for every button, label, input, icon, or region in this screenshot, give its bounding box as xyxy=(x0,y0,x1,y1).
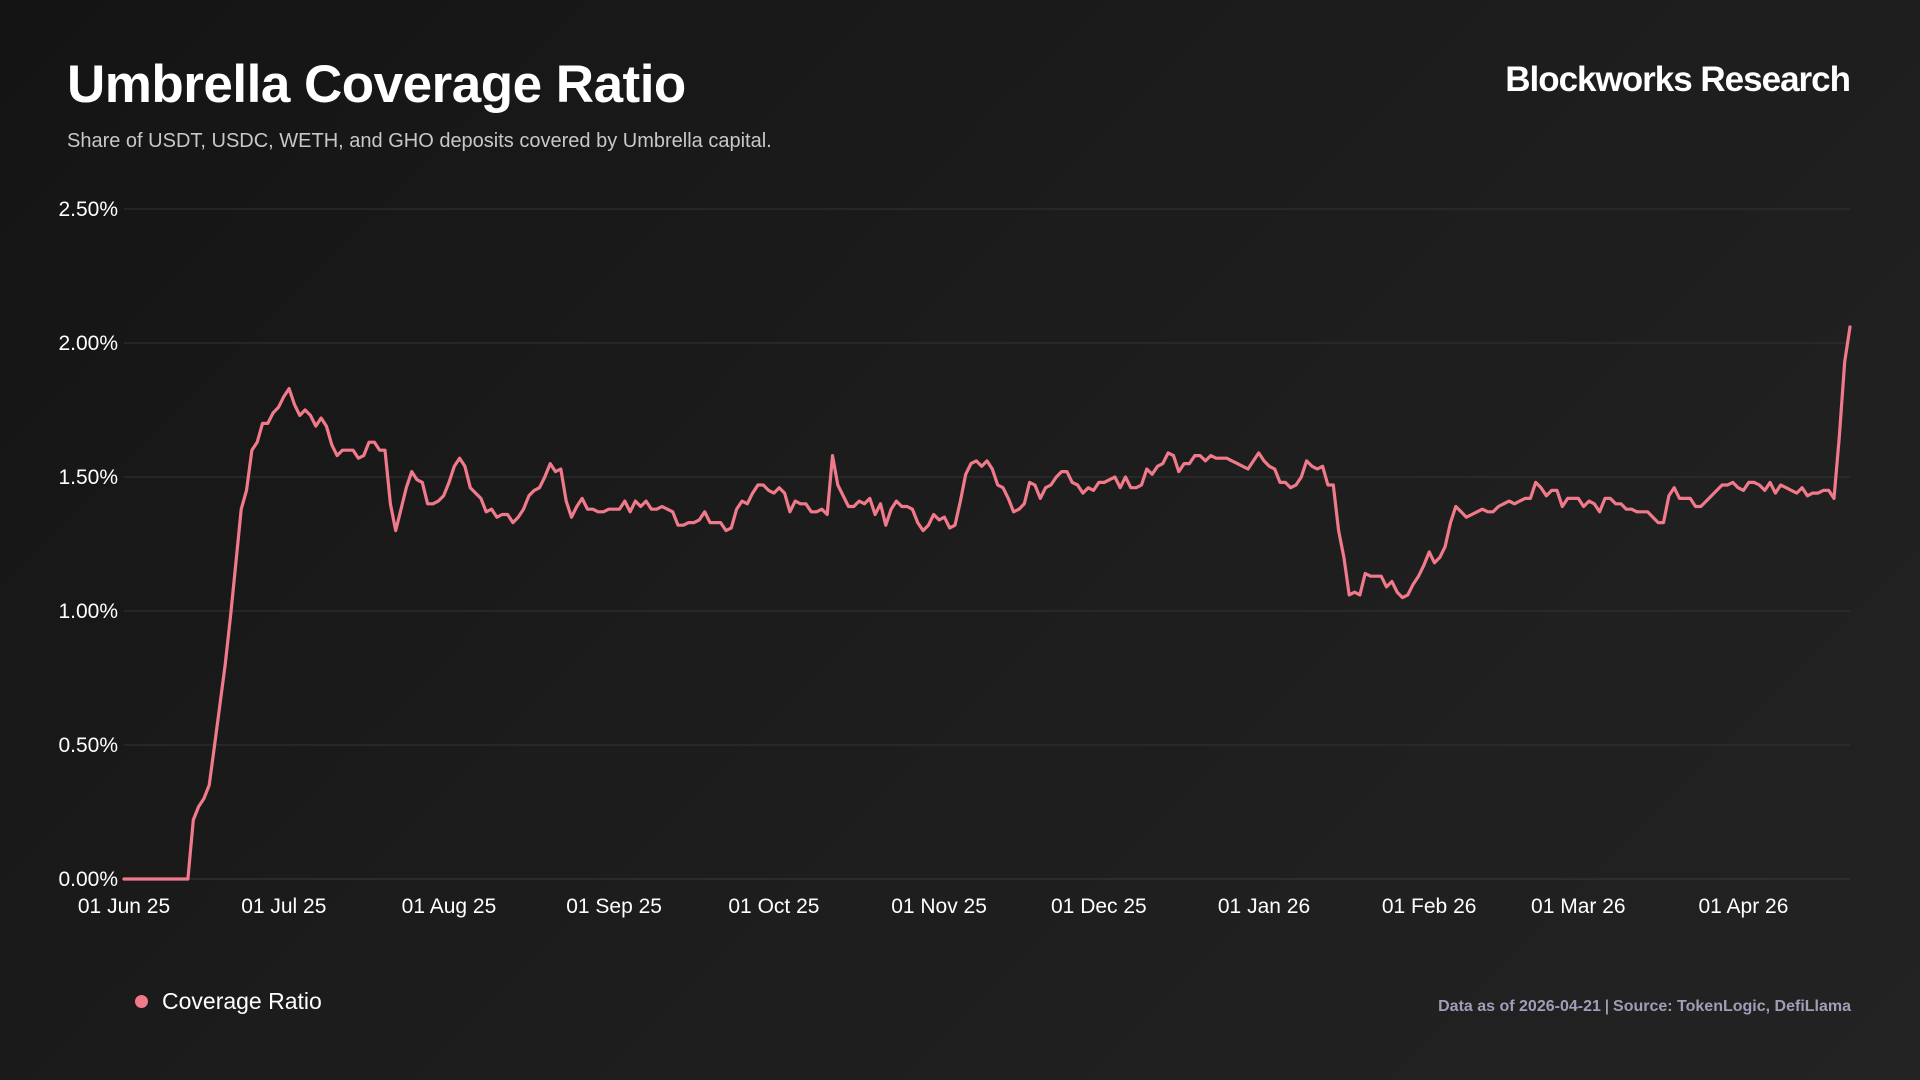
x-tick-label: 01 Dec 25 xyxy=(1051,895,1147,918)
x-tick-label: 01 Feb 26 xyxy=(1382,895,1477,918)
x-tick-label: 01 Mar 26 xyxy=(1531,895,1626,918)
legend-marker-icon xyxy=(135,995,148,1008)
legend: Coverage Ratio xyxy=(135,988,322,1015)
data-source: Source: TokenLogic, DefiLlama xyxy=(1613,998,1851,1015)
grid-lines xyxy=(124,208,1850,880)
y-tick-label: 1.50% xyxy=(58,466,118,489)
y-axis-labels: 0.00% 0.50% 1.00% 1.50% 2.00% 2.50% xyxy=(58,198,118,891)
x-tick-label: 01 Jul 25 xyxy=(241,895,326,918)
x-tick-label: 01 Nov 25 xyxy=(891,895,987,918)
chart-subtitle: Share of USDT, USDC, WETH, and GHO depos… xyxy=(67,130,772,152)
y-tick-label: 2.50% xyxy=(58,198,118,221)
x-axis-labels: 01 Jun 25 01 Jul 25 01 Aug 25 01 Sep 25 01 O… xyxy=(78,895,1789,918)
y-tick-label: 0.00% xyxy=(58,868,118,891)
footer-separator: | xyxy=(1604,998,1610,1015)
x-tick-label: 01 Jun 25 xyxy=(78,895,170,918)
x-tick-label: 01 Jan 26 xyxy=(1218,895,1310,918)
chart-title: Umbrella Coverage Ratio xyxy=(67,55,686,114)
series-line-coverage-ratio xyxy=(122,325,1852,881)
brand-logo: Blockworks Research xyxy=(1505,60,1851,99)
y-tick-label: 1.00% xyxy=(58,600,118,623)
legend-label: Coverage Ratio xyxy=(162,988,322,1014)
y-tick-label: 2.00% xyxy=(58,332,118,355)
data-as-of: Data as of 2026-04-21 xyxy=(1438,998,1601,1015)
x-tick-label: 01 Aug 25 xyxy=(402,895,497,918)
source-footer: Data as of 2026-04-21 | Source: TokenLogic… xyxy=(1438,998,1851,1016)
series-layer xyxy=(122,325,1852,881)
x-tick-label: 01 Apr 26 xyxy=(1699,895,1789,918)
x-tick-label: 01 Sep 25 xyxy=(566,895,662,918)
x-tick-label: 01 Oct 25 xyxy=(728,895,819,918)
y-tick-label: 0.50% xyxy=(58,734,118,757)
